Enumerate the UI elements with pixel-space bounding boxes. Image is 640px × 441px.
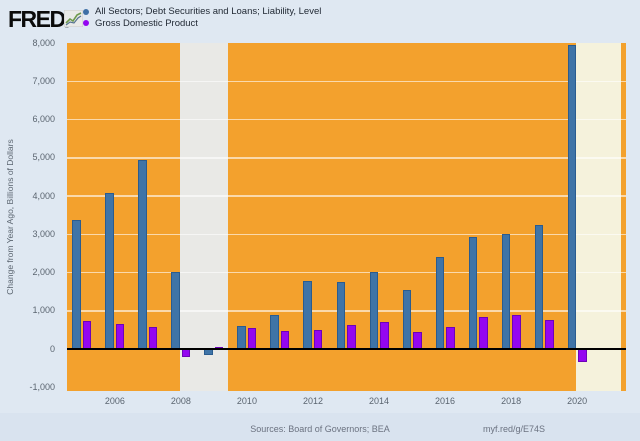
permalink[interactable]: myf.red/g/E74S (483, 424, 546, 434)
legend-label: All Sectors; Debt Securities and Loans; … (95, 6, 322, 18)
recession-band (576, 43, 622, 391)
bar-debt-2020[interactable] (567, 45, 577, 350)
x-tick-label: 2018 (501, 396, 522, 406)
bar-debt-2019[interactable] (534, 224, 544, 350)
x-tick-label: 2014 (369, 396, 390, 406)
bar-debt-2007[interactable] (138, 159, 147, 350)
x-tick-label: 2006 (104, 396, 125, 406)
legend: All Sectors; Debt Securities and Loans; … (83, 6, 321, 29)
bar-debt-2012[interactable] (303, 280, 312, 350)
y-tick-label: 0 (49, 343, 55, 354)
bar-gdp-2013[interactable] (347, 325, 356, 350)
bar-debt-2015[interactable] (402, 289, 412, 350)
bar-gdp-2005[interactable] (82, 320, 92, 350)
footer: Sources: Board of Governors; BEA myf.red… (0, 424, 640, 438)
bar-gdp-2012[interactable] (313, 330, 323, 350)
gridline (67, 233, 626, 236)
bar-debt-2010[interactable] (237, 325, 246, 350)
bar-debt-2008[interactable] (171, 272, 180, 350)
y-tick-label: 4,000 (32, 190, 55, 201)
gridline (67, 118, 626, 121)
y-tick-label: -1,000 (29, 382, 55, 393)
bar-gdp-2014[interactable] (380, 322, 389, 350)
y-tick-label: 2,000 (32, 267, 55, 278)
y-tick-label: 3,000 (32, 228, 55, 239)
bar-gdp-2015[interactable] (413, 332, 422, 350)
gridline (67, 271, 626, 274)
gridline (67, 310, 626, 312)
bar-debt-2017[interactable] (468, 237, 478, 350)
x-tick-label: 2010 (236, 396, 257, 406)
x-tick-label: 2012 (302, 396, 323, 406)
bar-debt-2013[interactable] (336, 281, 345, 350)
bar-gdp-2008[interactable] (181, 349, 191, 357)
legend-item-debt[interactable]: All Sectors; Debt Securities and Loans; … (83, 6, 321, 18)
y-tick-label: 7,000 (32, 75, 55, 86)
footer-band (0, 413, 640, 441)
sources-text: Sources: Board of Governors; BEA (250, 424, 390, 434)
bar-gdp-2006[interactable] (115, 324, 125, 350)
recession-band (179, 43, 228, 391)
bar-gdp-2016[interactable] (446, 327, 455, 350)
bar-debt-2014[interactable] (369, 271, 379, 350)
bar-gdp-2018[interactable] (512, 314, 521, 350)
gridline (67, 195, 626, 197)
gridline (67, 80, 626, 83)
chart: Change from Year Ago, Billions of Dollar… (5, 37, 626, 406)
bar-gdp-2011[interactable] (280, 330, 290, 350)
x-tick-label: 2020 (567, 396, 588, 406)
gridline (67, 157, 626, 159)
y-tick-label: 6,000 (32, 114, 55, 125)
legend-dot (83, 20, 89, 27)
bar-gdp-2010[interactable] (247, 328, 257, 350)
registered-mark: ® (64, 24, 70, 30)
fred-logo[interactable]: FRED® (8, 6, 83, 32)
legend-item-gdp[interactable]: Gross Domestic Product (83, 18, 321, 30)
x-tick-label: 2008 (170, 396, 191, 406)
y-axis-title: Change from Year Ago, Billions of Dollar… (5, 139, 15, 295)
plot-area (67, 43, 626, 391)
bar-gdp-2019[interactable] (545, 319, 554, 350)
y-tick-label: 1,000 (32, 305, 55, 316)
header: FRED® All Sectors; Debt Securities and L… (0, 0, 640, 43)
bar-debt-2016[interactable] (435, 256, 445, 350)
bar-debt-2011[interactable] (270, 314, 279, 350)
legend-dot (83, 8, 89, 15)
bar-gdp-2007[interactable] (148, 327, 158, 350)
zero-line (67, 348, 626, 351)
y-tick-label: 5,000 (32, 152, 55, 163)
bar-debt-2006[interactable] (105, 192, 114, 350)
bar-gdp-2020[interactable] (578, 349, 587, 362)
legend-label: Gross Domestic Product (95, 17, 198, 29)
line-graph-icon (64, 10, 83, 27)
bar-debt-2005[interactable] (72, 219, 81, 350)
bar-gdp-2017[interactable] (479, 317, 488, 350)
y-tick-label: 8,000 (32, 37, 55, 48)
fred-logo-text: FRED (8, 6, 66, 32)
x-tick-label: 2016 (435, 396, 456, 406)
bar-debt-2018[interactable] (501, 234, 511, 350)
